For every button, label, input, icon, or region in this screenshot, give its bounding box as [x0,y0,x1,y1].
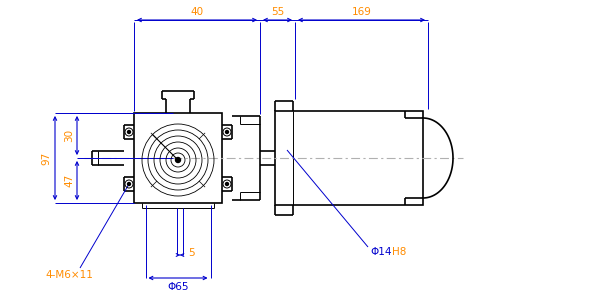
Bar [134,113,222,203]
Text: 40: 40 [190,7,204,17]
Text: 47: 47 [64,174,74,187]
Circle shape [226,131,229,134]
Circle shape [127,182,131,185]
Text: Φ65: Φ65 [167,282,188,292]
Circle shape [127,131,131,134]
Text: 55: 55 [271,7,284,17]
Text: 97: 97 [41,151,51,165]
Text: Φ14: Φ14 [370,247,392,257]
Text: 169: 169 [352,7,372,17]
Text: 30: 30 [64,129,74,142]
Text: 4-M6×11: 4-M6×11 [45,270,93,280]
Bar [275,111,423,205]
Circle shape [226,182,229,185]
Text: 5: 5 [188,248,194,258]
Text: H8: H8 [392,247,406,257]
Circle shape [176,157,180,163]
